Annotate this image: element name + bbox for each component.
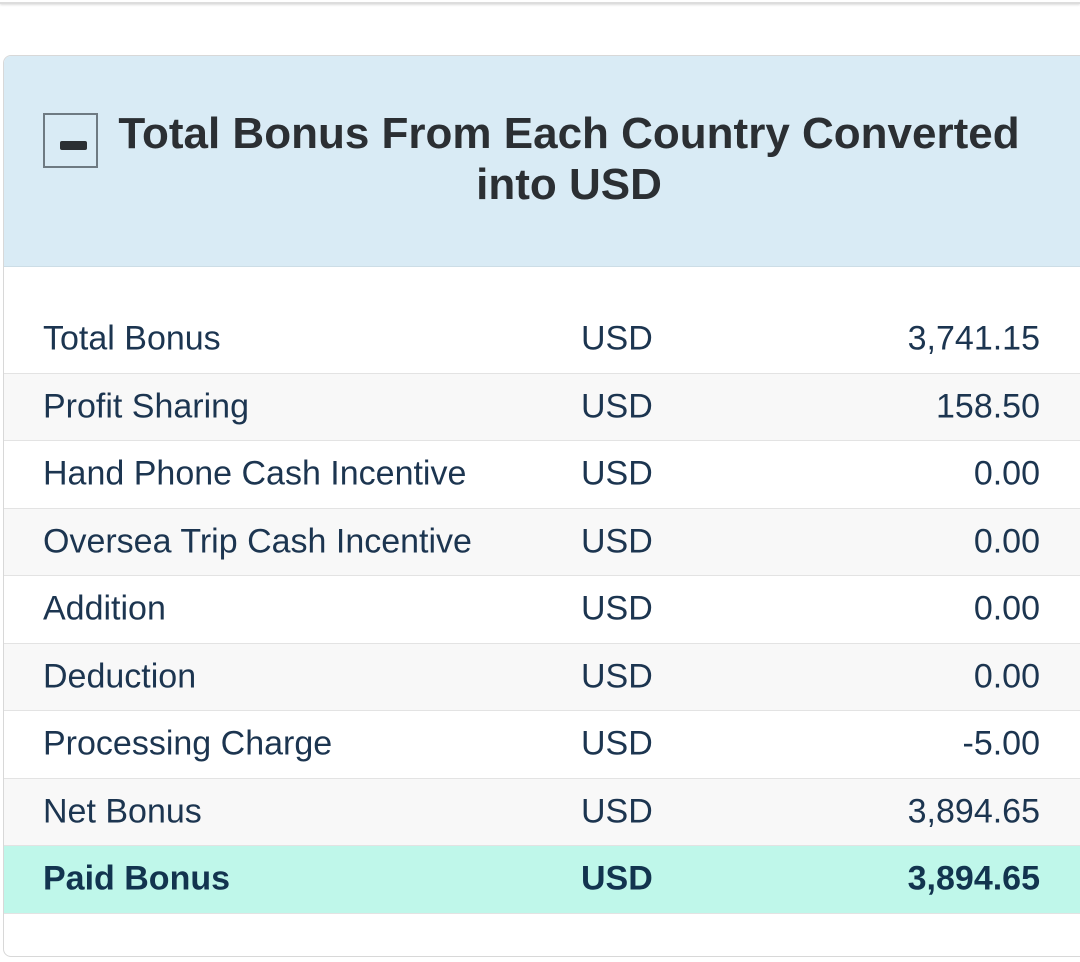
row-amount: 3,894.65 bbox=[907, 859, 1040, 898]
row-currency: USD bbox=[581, 792, 653, 831]
table-row: Total Bonus USD 3,741.15 bbox=[4, 306, 1080, 374]
row-currency: USD bbox=[581, 522, 653, 561]
row-label: Net Bonus bbox=[43, 792, 202, 831]
row-currency: USD bbox=[581, 724, 653, 763]
table-row: Net Bonus USD 3,894.65 bbox=[4, 778, 1080, 846]
minus-icon bbox=[60, 141, 87, 150]
row-amount: 3,894.65 bbox=[907, 792, 1040, 831]
row-amount: 0.00 bbox=[973, 589, 1040, 628]
row-currency: USD bbox=[581, 657, 653, 696]
row-amount: 0.00 bbox=[973, 657, 1040, 696]
table-row: Processing Charge USD -5.00 bbox=[4, 711, 1080, 779]
row-label: Profit Sharing bbox=[43, 387, 249, 426]
row-label: Addition bbox=[43, 589, 166, 628]
row-label: Paid Bonus bbox=[43, 859, 231, 898]
bonus-table: Total Bonus USD 3,741.15 Profit Sharing USD… bbox=[4, 306, 1080, 914]
table-row: Addition USD 0.00 bbox=[4, 576, 1080, 644]
paid-bonus-row: Paid Bonus USD 3,894.65 bbox=[4, 846, 1080, 914]
table-row: Deduction USD 0.00 bbox=[4, 643, 1080, 711]
table-row: Hand Phone Cash Incentive USD 0.00 bbox=[4, 441, 1080, 509]
row-amount: -5.00 bbox=[962, 724, 1041, 763]
row-label: Total Bonus bbox=[43, 319, 221, 358]
card-header: Total Bonus From Each Country Converted … bbox=[4, 56, 1080, 267]
row-amount: 158.50 bbox=[936, 387, 1040, 426]
row-label: Hand Phone Cash Incentive bbox=[43, 454, 467, 493]
row-amount: 3,741.15 bbox=[907, 319, 1040, 358]
row-currency: USD bbox=[581, 319, 653, 358]
row-currency: USD bbox=[581, 454, 653, 493]
bonus-summary-card: Total Bonus From Each Country Converted … bbox=[3, 55, 1080, 957]
row-amount: 0.00 bbox=[973, 522, 1040, 561]
top-divider bbox=[0, 0, 1080, 4]
row-currency: USD bbox=[581, 859, 653, 898]
row-label: Oversea Trip Cash Incentive bbox=[43, 522, 472, 561]
row-label: Processing Charge bbox=[43, 724, 333, 763]
section-title: Total Bonus From Each Country Converted … bbox=[118, 109, 1020, 209]
row-currency: USD bbox=[581, 589, 653, 628]
row-currency: USD bbox=[581, 387, 653, 426]
row-amount: 0.00 bbox=[973, 454, 1040, 493]
collapse-toggle-button[interactable] bbox=[43, 113, 98, 168]
table-row: Oversea Trip Cash Incentive USD 0.00 bbox=[4, 508, 1080, 576]
row-label: Deduction bbox=[43, 657, 197, 696]
table-row: Profit Sharing USD 158.50 bbox=[4, 373, 1080, 441]
